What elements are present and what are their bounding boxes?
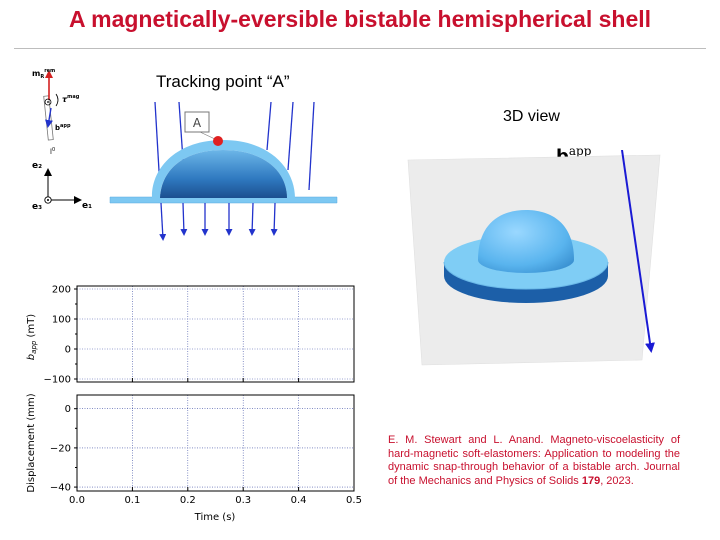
bapp-axes-frame xyxy=(76,285,355,383)
tau-label: τmag xyxy=(62,94,80,104)
disp-xtick-label: 0.0 xyxy=(69,495,85,506)
bapp-grid xyxy=(77,286,354,382)
point-a-box xyxy=(184,111,210,133)
b-label: bapp xyxy=(55,123,71,132)
l-label: l0 xyxy=(50,147,55,156)
disp-grid xyxy=(77,395,354,491)
disp-ytick-label: −40 xyxy=(50,483,71,494)
shell-dome-inner xyxy=(160,150,287,198)
rotation-center-icon xyxy=(44,98,52,106)
3d-dome xyxy=(478,210,574,273)
shell-cross-section: A xyxy=(109,101,338,241)
displacement-chart: 0.0 0.1 0.2 0.3 0.4 0.5 0 −20 −40 Displacement (… xyxy=(26,393,362,523)
shell-dome-outer xyxy=(151,140,295,198)
citation-text: E. M. Stewart and L. Anand. Magneto-visc… xyxy=(388,434,680,487)
disp-xtick-label: 0.3 xyxy=(235,495,251,506)
bapp-ylabel: bapp (mT) xyxy=(26,314,38,360)
point-a-label: A xyxy=(193,116,202,130)
disp-ticks xyxy=(74,408,355,491)
slide-title: A magnetically-eversible bistable hemisp… xyxy=(68,6,652,32)
citation-year: , 2023. xyxy=(600,474,634,487)
citation-volume: 179 xyxy=(581,474,601,487)
3d-applied-field-arrow xyxy=(621,150,655,353)
field-arrows-lower xyxy=(159,202,278,241)
disp-ytick-label: −20 xyxy=(50,443,71,454)
m-label: mRrem xyxy=(32,68,55,80)
bapp-ytick-label: 0 xyxy=(65,345,71,356)
disp-axes-frame xyxy=(76,394,355,492)
3d-flange-front-band xyxy=(443,261,609,290)
bapp-ytick-label: 200 xyxy=(52,285,71,296)
bapp-chart: 200 100 0 −100 bapp (mT) xyxy=(26,285,355,386)
disp-xtick-label: 0.5 xyxy=(346,495,362,506)
applied-field-arrow xyxy=(45,107,53,128)
disp-xlabel: Time (s) xyxy=(194,512,236,523)
disp-xtick-label: 0.2 xyxy=(180,495,196,506)
field-arrows-upper xyxy=(154,101,315,191)
disp-xtick-label: 0.1 xyxy=(124,495,140,506)
e2-label: e₂ xyxy=(32,161,42,171)
title-divider xyxy=(14,48,706,49)
bapp-ytick-label: −100 xyxy=(44,375,71,386)
magnetization-schematic: mRrem τmag bapp l0 e₁ e₂ e₃ xyxy=(32,68,92,212)
e1-label: e₁ xyxy=(82,201,92,211)
disp-tick-labels: 0.0 0.1 0.2 0.3 0.4 0.5 0 −20 −40 xyxy=(50,404,362,506)
bapp-tick-labels: 200 100 0 −100 xyxy=(44,285,71,386)
bapp-ticks xyxy=(74,288,355,382)
3d-view xyxy=(407,150,661,366)
disp-ylabel: Displacement (mm) xyxy=(26,393,37,492)
disp-xtick-label: 0.4 xyxy=(291,495,307,506)
citation: E. M. Stewart and L. Anand. Magneto-visc… xyxy=(388,434,680,488)
magnet-bar xyxy=(43,95,54,141)
e3-label: e₃ xyxy=(32,202,42,212)
tracking-point-a xyxy=(213,136,223,146)
tracking-point-label: Tracking point “A” xyxy=(156,72,290,91)
disp-ytick-label: 0 xyxy=(65,404,71,415)
bapp-ytick-label: 100 xyxy=(52,315,71,326)
3d-view-label: 3D view xyxy=(503,108,560,125)
torque-arrow-icon xyxy=(55,93,59,107)
